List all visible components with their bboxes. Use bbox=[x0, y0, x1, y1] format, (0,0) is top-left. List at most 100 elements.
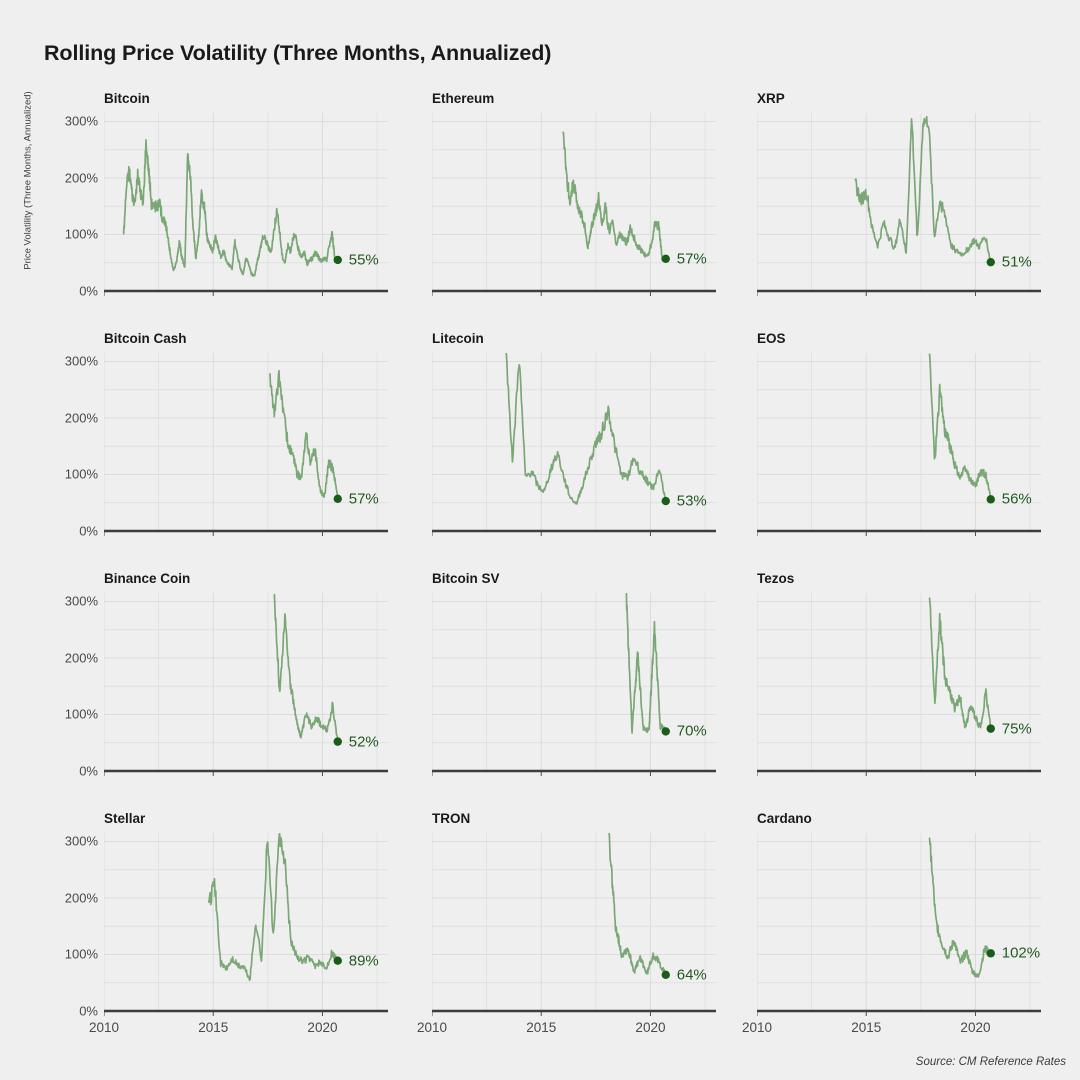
plot-svg bbox=[104, 353, 388, 536]
volatility-line bbox=[928, 837, 992, 978]
y-tick-label: 300% bbox=[64, 353, 98, 369]
y-tick-label: 0% bbox=[79, 283, 98, 299]
volatility-line bbox=[562, 131, 667, 262]
endpoint-dot bbox=[333, 494, 342, 503]
x-tick-label: 2010 bbox=[741, 1020, 773, 1035]
panel-cardano: Cardano 102% 2010 2015 2020 bbox=[742, 811, 1041, 1035]
volatility-line bbox=[928, 597, 992, 730]
plot-area bbox=[757, 593, 1041, 776]
y-tick-label: 100% bbox=[64, 946, 98, 962]
panel-title: Binance Coin bbox=[104, 571, 191, 586]
volatility-line bbox=[505, 353, 667, 505]
plot-area bbox=[104, 833, 388, 1016]
panel-stellar: Stellar 89% 0% 100% 200% 300% 2010 2015 2020 bbox=[65, 811, 388, 1035]
endpoint-value-label: 70% bbox=[676, 722, 707, 740]
endpoint-dot bbox=[333, 737, 342, 746]
panel-title: TRON bbox=[432, 811, 471, 826]
y-axis-label: Price Volatility (Three Months, Annualiz… bbox=[22, 91, 34, 270]
plot-area bbox=[432, 113, 716, 296]
plot-area bbox=[432, 593, 716, 776]
plot-svg bbox=[104, 833, 388, 1016]
plot-svg bbox=[757, 593, 1041, 776]
endpoint-value-label: 102% bbox=[1001, 944, 1041, 962]
y-tick-label: 200% bbox=[64, 410, 98, 426]
y-tick-label: 300% bbox=[64, 833, 98, 849]
y-tick-label: 0% bbox=[79, 1003, 98, 1019]
plot-area bbox=[757, 113, 1041, 296]
endpoint-value-label: 56% bbox=[1001, 490, 1032, 508]
plot-svg bbox=[104, 593, 388, 776]
plot-svg bbox=[432, 113, 716, 296]
x-tick-label: 2010 bbox=[88, 1020, 120, 1035]
panel-title: XRP bbox=[757, 91, 785, 106]
plot-svg bbox=[432, 353, 716, 536]
panel-title: EOS bbox=[757, 331, 786, 346]
panel-bitcoin: Bitcoin 55% 0% 100% 200% 300% bbox=[65, 91, 388, 299]
volatility-line bbox=[273, 593, 339, 743]
volatility-line bbox=[928, 353, 992, 501]
y-tick-label: 200% bbox=[64, 890, 98, 906]
panel-bitcoin-sv: Bitcoin SV 70% bbox=[432, 571, 716, 776]
panel-title: Bitcoin Cash bbox=[104, 331, 187, 346]
panel-binance-coin: Binance Coin 52% 0% 100% 200% 300% bbox=[65, 571, 388, 779]
x-tick-label: 2015 bbox=[851, 1020, 882, 1035]
endpoint-value-label: 57% bbox=[348, 490, 379, 508]
y-tick-label: 100% bbox=[64, 226, 98, 242]
plot-svg bbox=[104, 113, 388, 296]
panel-ethereum: Ethereum 57% bbox=[432, 91, 716, 296]
panel-eos: EOS 56% bbox=[757, 331, 1041, 536]
panel-bitcoin-cash: Bitcoin Cash 57% 0% 100% 200% 300% bbox=[65, 331, 388, 539]
panel-title: Stellar bbox=[104, 811, 146, 826]
plot-area bbox=[432, 353, 716, 536]
y-tick-label: 200% bbox=[64, 650, 98, 666]
plot-area bbox=[104, 593, 388, 776]
x-tick-label: 2015 bbox=[198, 1020, 229, 1035]
endpoint-value-label: 57% bbox=[676, 250, 707, 268]
plot-svg bbox=[757, 833, 1041, 1016]
endpoint-dot bbox=[986, 257, 995, 267]
y-tick-label: 100% bbox=[64, 706, 98, 722]
endpoint-dot bbox=[986, 949, 995, 958]
plot-area bbox=[104, 353, 388, 536]
y-tick-label: 0% bbox=[79, 523, 98, 539]
x-tick-label: 2015 bbox=[526, 1020, 557, 1035]
endpoint-dot bbox=[661, 496, 670, 506]
volatility-line bbox=[122, 138, 339, 277]
endpoint-dot bbox=[986, 724, 995, 733]
endpoint-dot bbox=[333, 956, 342, 965]
plot-area bbox=[104, 113, 388, 296]
endpoint-value-label: 52% bbox=[348, 733, 379, 751]
x-tick-label: 2010 bbox=[416, 1020, 448, 1035]
panel-xrp: XRP 51% bbox=[757, 91, 1041, 296]
endpoint-value-label: 64% bbox=[676, 966, 707, 984]
source-note: Source: CM Reference Rates bbox=[915, 1056, 1066, 1068]
endpoint-dot bbox=[661, 970, 670, 980]
volatility-line bbox=[269, 369, 339, 500]
x-tick-label: 2020 bbox=[307, 1020, 338, 1035]
panel-tezos: Tezos 75% bbox=[757, 571, 1041, 776]
panel-tron: TRON 64% 2010 2015 2020 bbox=[417, 811, 716, 1035]
plot-svg bbox=[757, 353, 1041, 536]
endpoint-dot bbox=[661, 254, 670, 263]
y-tick-label: 200% bbox=[64, 170, 98, 186]
plot-svg bbox=[432, 833, 716, 1016]
endpoint-value-label: 55% bbox=[348, 251, 379, 269]
y-tick-label: 100% bbox=[64, 466, 98, 482]
plot-area bbox=[757, 353, 1041, 536]
endpoint-dot bbox=[661, 727, 670, 736]
y-tick-label: 0% bbox=[79, 763, 98, 779]
volatility-line bbox=[608, 833, 667, 977]
volatility-line bbox=[208, 833, 339, 982]
endpoint-value-label: 53% bbox=[676, 492, 707, 510]
x-tick-label: 2020 bbox=[635, 1020, 666, 1035]
endpoint-value-label: 51% bbox=[1001, 253, 1032, 271]
panel-title: Bitcoin SV bbox=[432, 571, 500, 586]
endpoint-dot bbox=[333, 255, 342, 265]
endpoint-value-label: 89% bbox=[348, 952, 379, 970]
y-tick-label: 300% bbox=[64, 593, 98, 609]
plot-area bbox=[432, 833, 716, 1016]
panel-title: Ethereum bbox=[432, 91, 495, 106]
y-tick-label: 300% bbox=[64, 113, 98, 129]
panel-title: Tezos bbox=[757, 571, 795, 586]
